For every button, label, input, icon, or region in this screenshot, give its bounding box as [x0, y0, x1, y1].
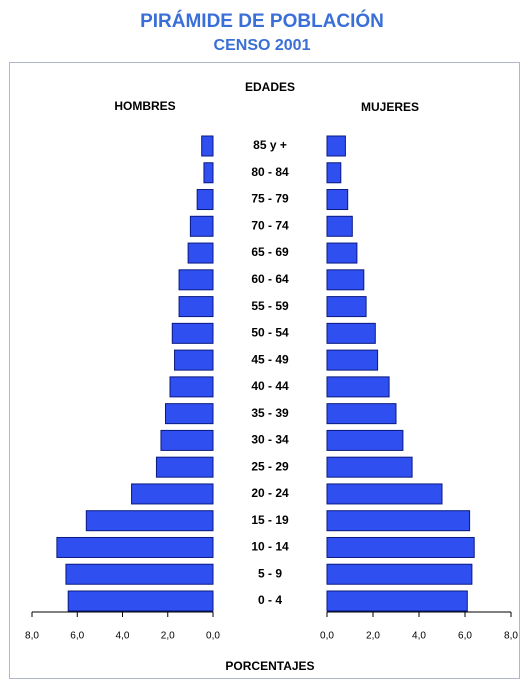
bar [131, 483, 214, 505]
bar [326, 536, 475, 558]
bar [326, 563, 473, 585]
bar [189, 215, 214, 237]
y-tick-label: 50 - 54 [251, 326, 289, 340]
bar [164, 403, 214, 425]
y-tick-label: 75 - 79 [251, 192, 289, 206]
y-tick-label: 30 - 34 [251, 433, 289, 447]
y-tick-label: 55 - 59 [251, 299, 289, 313]
bar [160, 429, 214, 451]
x-tick-label: 2,0 [161, 631, 175, 642]
chart-title: PIRÁMIDE DE POBLACIÓN [140, 10, 384, 32]
y-tick-label: 5 - 9 [258, 566, 282, 580]
bar [201, 135, 214, 157]
y-tick-label: 80 - 84 [251, 165, 289, 179]
y-tick-label: 0 - 4 [258, 593, 282, 607]
bar [178, 296, 214, 318]
x-tick-label: 8,0 [25, 631, 39, 642]
x-tick-label: 0,0 [206, 631, 220, 642]
bar [326, 242, 358, 264]
x-tick-label: 6,0 [458, 631, 472, 642]
legend-label: MUJERES [361, 100, 419, 114]
y-tick-label: 10 - 14 [251, 540, 289, 554]
bar [326, 403, 397, 425]
y-axis-label: EDADES [245, 80, 295, 94]
y-tick-label: 85 y + [253, 138, 287, 152]
bar [67, 590, 214, 612]
chart-subtitle: CENSO 2001 [214, 37, 311, 54]
bar [56, 536, 214, 558]
bar [187, 242, 214, 264]
bar [326, 269, 365, 291]
legend-label: HOMBRES [114, 99, 175, 113]
bar [326, 483, 443, 505]
bar [326, 510, 471, 532]
y-tick-label: 65 - 69 [251, 245, 289, 259]
x-tick-label: 8,0 [504, 631, 518, 642]
bar [174, 349, 214, 371]
x-tick-label: 6,0 [70, 631, 84, 642]
frame [9, 62, 520, 679]
bar [326, 135, 346, 157]
x-axis-label: PORCENTAJES [225, 659, 314, 673]
y-tick-label: 35 - 39 [251, 406, 289, 420]
y-tick-label: 25 - 29 [251, 459, 289, 473]
bar [326, 590, 468, 612]
bar [326, 322, 376, 344]
y-tick-label: 70 - 74 [251, 218, 289, 232]
y-tick-label: 40 - 44 [251, 379, 289, 393]
bar [85, 510, 214, 532]
bar [326, 162, 342, 184]
bar [178, 269, 214, 291]
bar [326, 376, 390, 398]
bar [326, 189, 349, 211]
y-tick-label: 15 - 19 [251, 513, 289, 527]
bar [155, 456, 214, 478]
bar [326, 456, 413, 478]
bar [196, 189, 214, 211]
y-tick-label: 60 - 64 [251, 272, 289, 286]
y-tick-label: 45 - 49 [251, 352, 289, 366]
bar [65, 563, 214, 585]
x-tick-label: 2,0 [366, 631, 380, 642]
bar [203, 162, 214, 184]
y-tick-label: 20 - 24 [251, 486, 289, 500]
bar [326, 215, 353, 237]
bar [326, 429, 404, 451]
x-tick-label: 4,0 [412, 631, 426, 642]
x-tick-label: 4,0 [116, 631, 130, 642]
bar [326, 296, 367, 318]
bar [326, 349, 379, 371]
bar [169, 376, 214, 398]
bar [171, 322, 214, 344]
x-tick-label: 0,0 [320, 631, 334, 642]
